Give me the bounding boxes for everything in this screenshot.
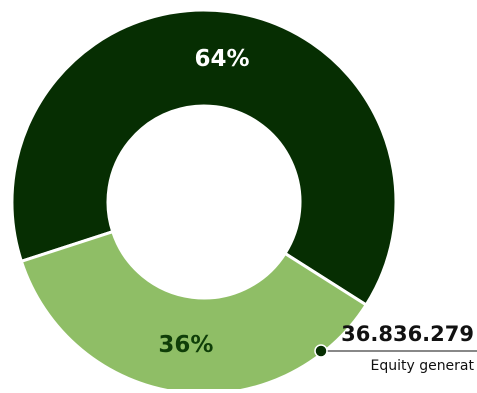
slice-label-1: 64% xyxy=(195,46,250,72)
callout-caption: Equity generat xyxy=(370,358,474,374)
slice-label-2: 36% xyxy=(158,332,213,358)
callout: 36.836.279 Equity generat xyxy=(314,322,477,374)
slice-labels-layer: 64% 36% xyxy=(158,46,249,358)
slices-layer xyxy=(10,8,398,393)
donut-slice-2 xyxy=(19,230,368,393)
callout-value: 36.836.279 xyxy=(341,322,474,346)
callout-marker xyxy=(314,344,328,358)
donut-slice-1 xyxy=(10,8,398,307)
